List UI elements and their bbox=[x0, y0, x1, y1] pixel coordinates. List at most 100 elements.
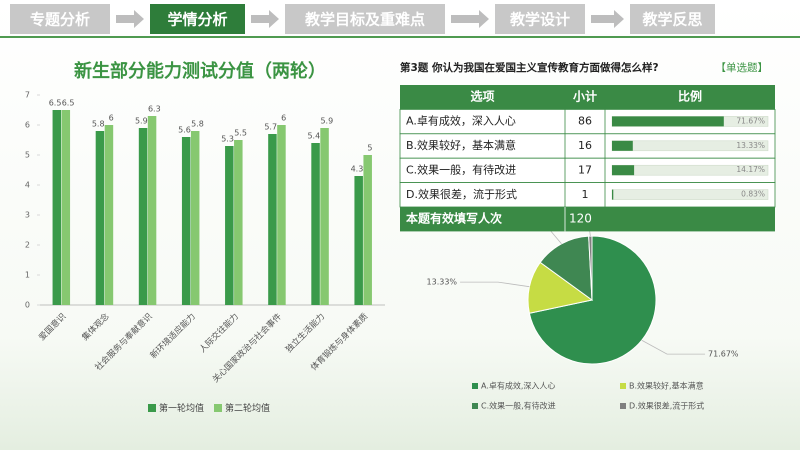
nav-tab-label: 教学反思 bbox=[641, 11, 702, 29]
nav-tab-label: 教学目标及重难点 bbox=[304, 11, 425, 29]
bar-value-label: 5.6 bbox=[178, 126, 191, 135]
ratio-bar bbox=[612, 165, 635, 176]
bar-value-label: 6.5 bbox=[62, 99, 75, 108]
table-header-cell: 比例 bbox=[678, 89, 702, 104]
table-footer-cell: 120 bbox=[569, 212, 592, 226]
bar bbox=[234, 140, 243, 305]
question: 第3题 你认为我国在爱国主义宣传教育方面做得怎么样? bbox=[400, 61, 659, 74]
table-cell: 17 bbox=[578, 163, 592, 176]
nav-tab-label: 教学设计 bbox=[509, 11, 570, 29]
bar-value-label: 5.8 bbox=[191, 120, 204, 129]
bar bbox=[320, 128, 329, 305]
bar bbox=[268, 134, 277, 305]
bar-value-label: 6 bbox=[281, 114, 286, 123]
bar-value-label: 4.3 bbox=[351, 165, 364, 174]
bar bbox=[52, 110, 62, 305]
legend-swatch bbox=[472, 403, 478, 409]
bar bbox=[147, 116, 157, 305]
y-tick-label: 6 bbox=[25, 121, 30, 130]
bar-value-label: 5 bbox=[367, 144, 372, 153]
table-cell: 86 bbox=[578, 115, 592, 128]
nav-tab[interactable] bbox=[150, 4, 245, 34]
y-tick-label: 4 bbox=[25, 181, 30, 190]
pie-slice bbox=[539, 235, 593, 302]
bar-value-label: 5.9 bbox=[320, 117, 333, 126]
nav-tab[interactable] bbox=[285, 4, 445, 34]
bar bbox=[181, 137, 191, 305]
bar-title: 新生部分能力测试分值（两轮） bbox=[74, 60, 326, 82]
pie-slice bbox=[527, 261, 594, 314]
bar bbox=[354, 176, 363, 305]
nav-arrow bbox=[251, 10, 279, 28]
nav-tab[interactable] bbox=[495, 4, 585, 34]
bar bbox=[61, 110, 71, 305]
table-cell: C.效果一般，有待改进 bbox=[406, 162, 516, 176]
ratio-label: 0.83% bbox=[741, 190, 765, 199]
y-tick-label: 1 bbox=[25, 271, 30, 280]
table-cell: 1 bbox=[582, 188, 589, 201]
table-header bbox=[400, 85, 775, 110]
legend-swatch bbox=[214, 404, 222, 412]
nav-tab-label: 学情分析 bbox=[167, 11, 227, 29]
legend-swatch bbox=[472, 383, 478, 389]
legend-swatch bbox=[148, 404, 156, 412]
y-tick-label: 5 bbox=[25, 151, 30, 160]
table-header-cell: 选项 bbox=[470, 89, 494, 104]
legend-swatch bbox=[620, 383, 626, 389]
legend-label: A.卓有成效,深入人心 bbox=[481, 381, 555, 391]
ratio-bar bbox=[612, 189, 614, 200]
bar bbox=[363, 155, 372, 305]
legend-label: 第一轮均值 bbox=[159, 402, 204, 414]
legend-label: 第二轮均值 bbox=[225, 402, 270, 414]
bar bbox=[311, 143, 320, 305]
bar-value-label: 5.9 bbox=[135, 117, 148, 126]
question-tag: 【单选题】 bbox=[716, 61, 769, 74]
table-footer-cell: 本题有效填写人次 bbox=[406, 211, 502, 226]
ratio-bar bbox=[612, 116, 724, 127]
bar-value-label: 6 bbox=[109, 114, 114, 123]
ratio-label: 71.67% bbox=[736, 116, 765, 125]
legend-swatch bbox=[620, 403, 626, 409]
y-tick-label: 2 bbox=[25, 241, 30, 250]
table-cell: D.效果很差，流于形式 bbox=[406, 187, 517, 201]
bar-value-label: 5.4 bbox=[307, 132, 320, 141]
bar bbox=[104, 125, 114, 305]
table-header-cell: 小计 bbox=[573, 89, 597, 104]
bar-value-label: 5.7 bbox=[264, 123, 277, 132]
table-cell: A.卓有成效，深入人心 bbox=[406, 114, 516, 128]
ratio-bar bbox=[612, 140, 633, 151]
ratio-label: 13.33% bbox=[736, 141, 765, 150]
table-footer bbox=[400, 207, 775, 232]
legend-label: B.效果较好,基本满意 bbox=[629, 381, 704, 391]
bar bbox=[138, 128, 148, 305]
bar-value-label: 5.3 bbox=[221, 135, 234, 144]
leader-line bbox=[460, 281, 530, 288]
leader-line bbox=[641, 339, 706, 355]
y-tick-label: 0 bbox=[25, 301, 30, 310]
bar bbox=[225, 146, 234, 305]
bar-value-label: 5.5 bbox=[234, 129, 247, 138]
bar-value-label: 6.3 bbox=[148, 105, 161, 114]
y-tick-label: 3 bbox=[25, 211, 30, 220]
bar-value-label: 5.8 bbox=[92, 120, 105, 129]
pie-value-label: 13.33% bbox=[427, 278, 458, 287]
ratio-label: 14.17% bbox=[736, 165, 765, 174]
nav-arrow bbox=[116, 10, 144, 28]
nav-arrow bbox=[591, 10, 624, 28]
nav-arrow bbox=[451, 10, 489, 28]
nav-tab-label: 专题分析 bbox=[30, 11, 90, 29]
bar bbox=[190, 131, 200, 305]
bar bbox=[95, 131, 105, 305]
table-cell: B.效果较好，基本满意 bbox=[406, 138, 516, 152]
legend-label: D.效果很差,流于形式 bbox=[629, 401, 704, 411]
legend-label: C.效果一般,有待改进 bbox=[481, 401, 556, 411]
pie-value-label: 71.67% bbox=[708, 350, 739, 359]
nav-tab[interactable] bbox=[630, 4, 715, 34]
nav-tab[interactable] bbox=[10, 4, 110, 34]
table-cell: 16 bbox=[578, 139, 592, 152]
y-tick-label: 7 bbox=[25, 91, 30, 100]
bar bbox=[277, 125, 286, 305]
nav-underline bbox=[0, 36, 800, 38]
pie-slice bbox=[588, 235, 593, 301]
